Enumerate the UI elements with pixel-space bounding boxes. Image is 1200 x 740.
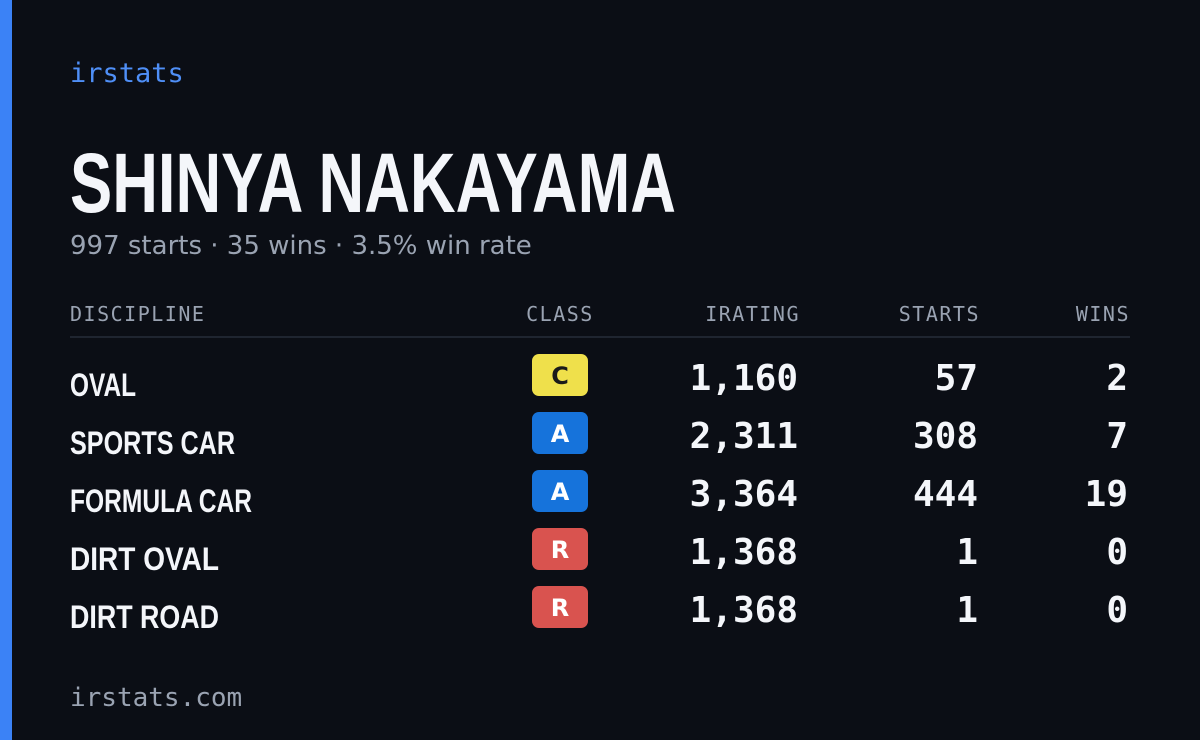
class-badge bbox=[532, 586, 588, 628]
starts: 308 bbox=[913, 416, 978, 457]
brand: irstats bbox=[70, 58, 184, 89]
class-badge bbox=[532, 354, 588, 396]
column-header: CLASS bbox=[526, 302, 594, 326]
starts: 1 bbox=[956, 532, 978, 573]
discipline: DIRT ROAD bbox=[70, 599, 219, 635]
irating: 1,160 bbox=[690, 358, 798, 399]
discipline: SPORTS CAR bbox=[70, 425, 235, 461]
footer: irstats.com bbox=[70, 683, 242, 713]
starts: 1 bbox=[956, 590, 978, 631]
discipline: OVAL bbox=[70, 367, 136, 403]
driver-name: SHINYA NAKAYAMA bbox=[70, 136, 676, 230]
wins: 0 bbox=[1106, 590, 1128, 631]
starts: 57 bbox=[935, 358, 978, 399]
wins: 7 bbox=[1106, 416, 1128, 457]
wins: 0 bbox=[1106, 532, 1128, 573]
driver-summary: 997 starts · 35 wins · 3.5% win rate bbox=[70, 231, 532, 261]
irating: 3,364 bbox=[690, 474, 798, 515]
accent-bar bbox=[0, 0, 12, 740]
class-letter: A bbox=[551, 478, 570, 506]
starts: 444 bbox=[913, 474, 978, 515]
class-letter: R bbox=[551, 594, 569, 622]
column-header: DISCIPLINE bbox=[70, 302, 205, 326]
wins: 2 bbox=[1106, 358, 1128, 399]
column-header: STARTS bbox=[899, 302, 980, 326]
class-badge bbox=[532, 412, 588, 454]
discipline: DIRT OVAL bbox=[70, 541, 219, 577]
class-badge bbox=[532, 470, 588, 512]
column-header: WINS bbox=[1076, 302, 1130, 326]
discipline: FORMULA CAR bbox=[70, 483, 252, 519]
class-badge bbox=[532, 528, 588, 570]
irating: 1,368 bbox=[690, 532, 798, 573]
irating: 2,311 bbox=[690, 416, 798, 457]
irating: 1,368 bbox=[690, 590, 798, 631]
class-letter: C bbox=[551, 362, 569, 390]
wins: 19 bbox=[1085, 474, 1128, 515]
column-header: IRATING bbox=[705, 302, 800, 326]
class-letter: A bbox=[551, 420, 570, 448]
class-letter: R bbox=[551, 536, 569, 564]
